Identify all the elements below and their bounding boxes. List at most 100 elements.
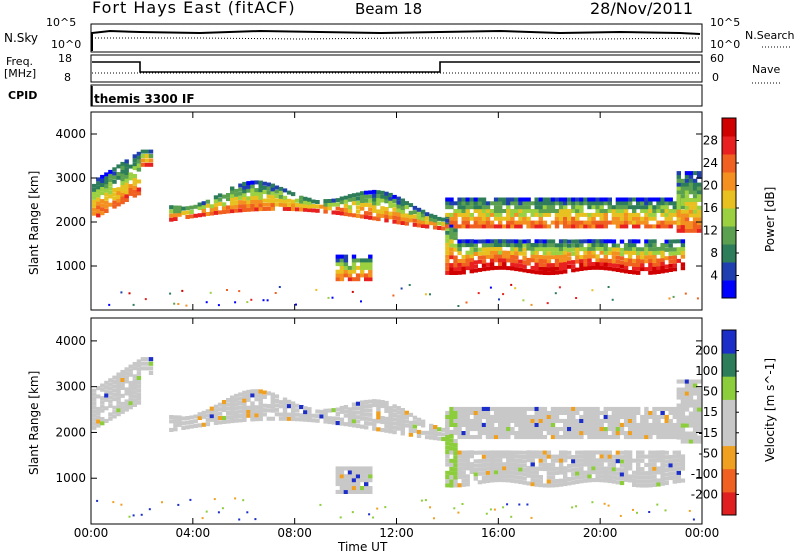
range-cell [672, 201, 677, 206]
range-cell [680, 239, 686, 244]
range-cell [640, 220, 645, 225]
range-cell [656, 262, 661, 267]
range-cell [623, 414, 629, 419]
range-cell [660, 481, 665, 486]
range-cell [692, 431, 698, 436]
range-cell [510, 431, 515, 436]
range-cell [388, 425, 393, 430]
range-cell [603, 414, 608, 419]
range-cell [522, 480, 527, 485]
range-cell [355, 196, 361, 201]
range-cell [197, 415, 202, 420]
range-cell [498, 435, 503, 440]
x-tick-label: 16:00 [481, 526, 516, 540]
range-cell [489, 250, 495, 255]
range-cell [461, 262, 466, 267]
range-cell [623, 212, 629, 217]
range-cell [506, 243, 511, 248]
range-cell [692, 399, 698, 404]
range-cell [611, 414, 617, 419]
range-cell [692, 198, 698, 202]
range-cell [384, 207, 389, 211]
range-cell [640, 263, 645, 268]
range-cell [128, 364, 133, 369]
range-cell [684, 201, 690, 206]
range-cell [510, 466, 515, 471]
range-cell [558, 266, 564, 271]
range-cell [498, 410, 503, 415]
range-cell [632, 478, 637, 483]
range-cell [660, 269, 665, 274]
range-cell [124, 174, 129, 179]
range-cell [339, 196, 345, 201]
range-cell [104, 200, 109, 205]
range-cell [453, 483, 458, 488]
range-cell [680, 243, 686, 248]
range-cell [140, 366, 146, 371]
range-cell [680, 262, 686, 267]
range-cell [116, 164, 121, 169]
range-cell [412, 205, 418, 210]
range-cell [400, 408, 405, 413]
range-cell [282, 412, 288, 417]
range-cell [676, 462, 681, 467]
range-cell [124, 403, 129, 408]
range-cell [656, 466, 661, 471]
range-cell [550, 251, 556, 256]
range-cell [234, 398, 239, 403]
range-cell [664, 481, 669, 486]
range-cell [489, 450, 495, 455]
range-cell [591, 243, 596, 247]
range-cell [104, 393, 109, 398]
range-cell [530, 406, 535, 411]
range-cell [307, 208, 312, 213]
range-cell [290, 207, 296, 212]
range-cell [632, 410, 637, 415]
range-cell [445, 437, 450, 442]
range-cell [692, 186, 698, 191]
range-cell [124, 194, 129, 199]
range-cell [506, 220, 511, 225]
range-cell [506, 418, 511, 423]
range-cell [364, 412, 369, 417]
range-cell [457, 435, 462, 440]
range-cell [522, 406, 527, 411]
range-cell [116, 396, 121, 401]
range-cell [477, 247, 483, 252]
range-cell [684, 221, 690, 226]
range-cell [380, 206, 385, 211]
range-cell [692, 415, 698, 420]
scatter-point [226, 289, 228, 291]
range-cell [567, 239, 572, 244]
range-cell [660, 224, 665, 229]
range-cell [534, 431, 539, 436]
range-cell [652, 418, 657, 423]
range-cell [469, 410, 474, 415]
range-cell [599, 422, 604, 427]
range-cell [465, 220, 470, 225]
range-cell [473, 472, 478, 477]
range-cell [603, 220, 608, 225]
range-cell [571, 216, 576, 221]
range-cell [453, 414, 458, 419]
y-tick-label: 4000 [55, 334, 86, 348]
range-cell [534, 212, 539, 217]
range-cell [364, 215, 369, 220]
range-cell [575, 406, 580, 411]
range-cell [258, 180, 263, 185]
range-cell [339, 200, 345, 205]
range-cell [530, 220, 535, 225]
range-cell [579, 435, 584, 440]
range-cell [343, 273, 349, 278]
range-cell [648, 462, 653, 467]
range-cell [676, 205, 681, 210]
scatter-point [128, 515, 131, 518]
range-cell [640, 201, 645, 206]
range-cell [124, 159, 129, 164]
range-cell [563, 224, 568, 229]
range-cell [506, 258, 511, 263]
range-cell [457, 418, 462, 423]
scatter-point [295, 303, 297, 306]
range-cell [502, 422, 507, 427]
range-cell [692, 228, 698, 233]
